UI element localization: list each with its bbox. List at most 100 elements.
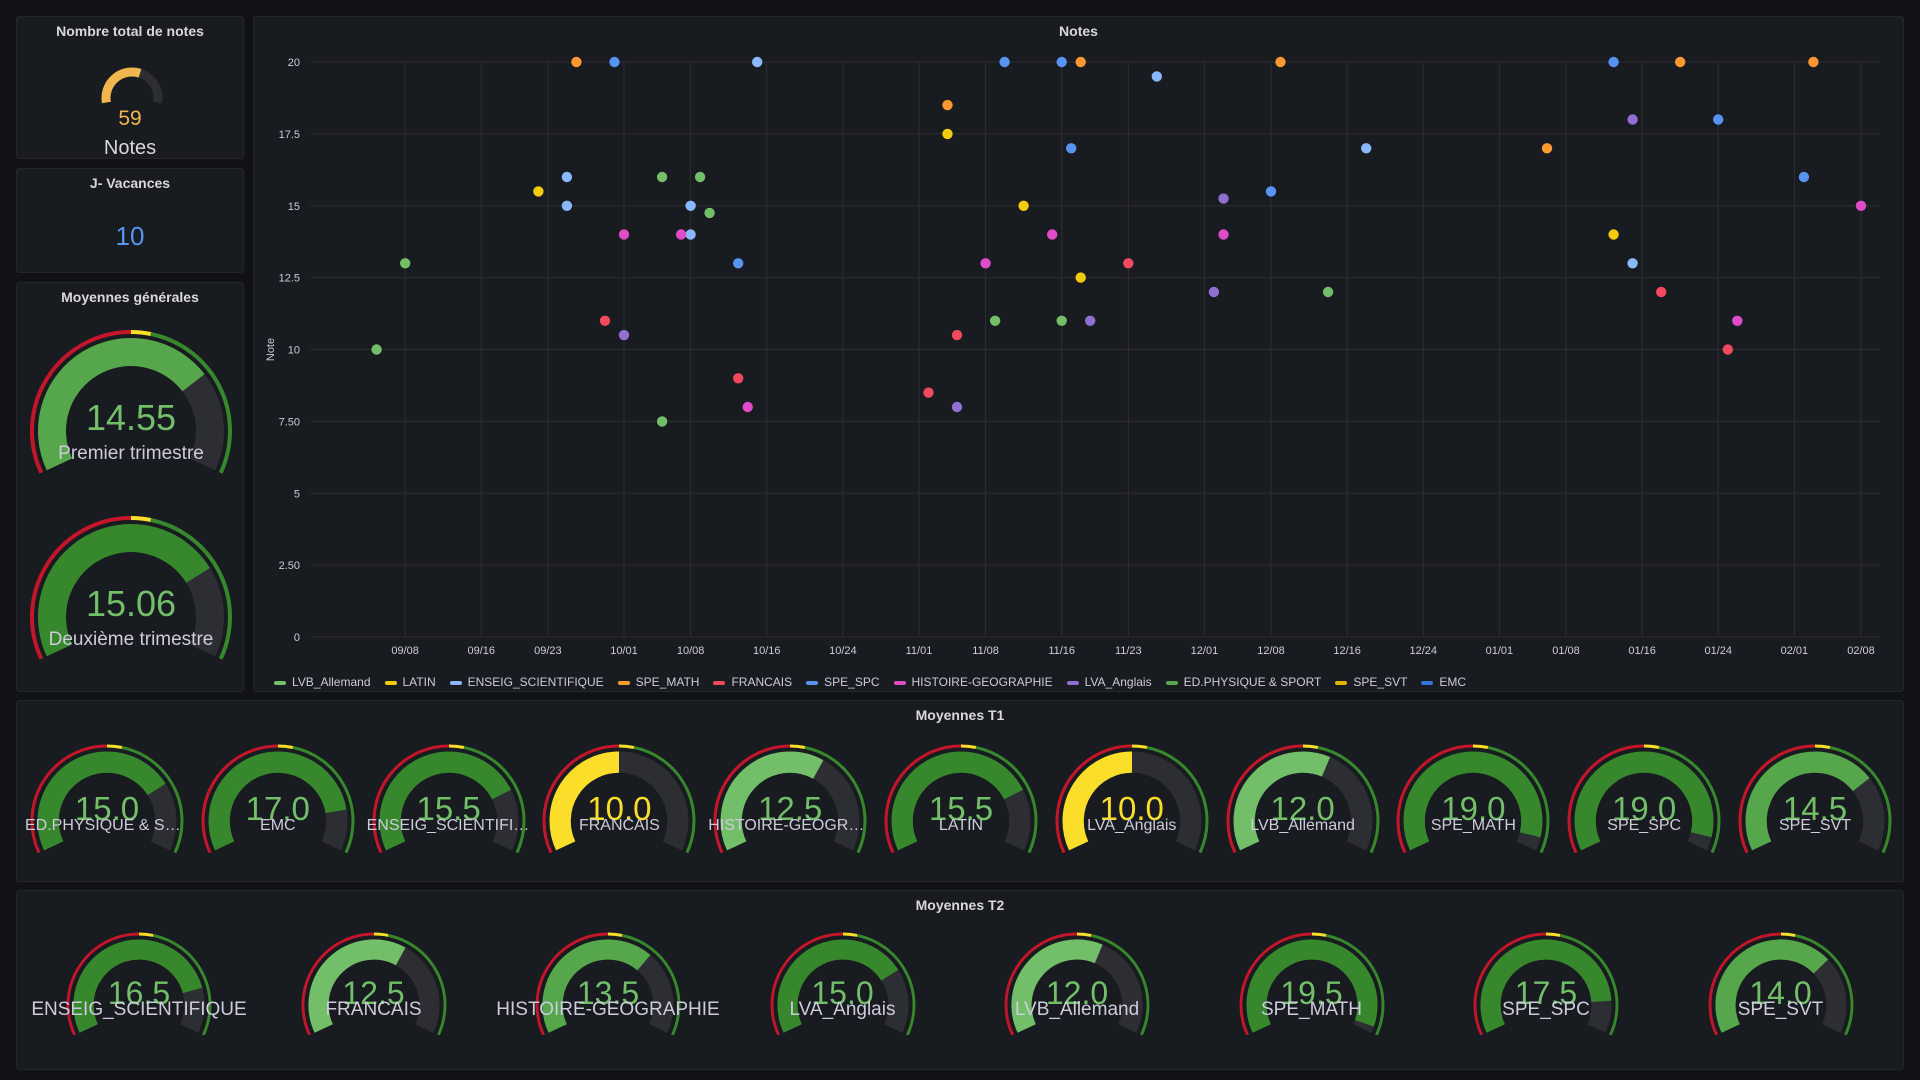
data-point[interactable] (1608, 56, 1619, 68)
t2-gauge-6-arc (1239, 932, 1384, 1036)
legend-item[interactable]: SPE_MATH (617, 675, 699, 689)
data-point[interactable] (1066, 143, 1077, 154)
legend-item[interactable]: SPE_SPC (806, 675, 880, 689)
data-point[interactable] (704, 207, 715, 219)
data-point[interactable] (942, 99, 953, 111)
data-point[interactable] (1018, 200, 1029, 211)
legend-label: EMC (1439, 675, 1467, 689)
data-point[interactable] (1855, 200, 1867, 211)
x-tick-label: 01/24 (1704, 645, 1732, 657)
data-point[interactable] (694, 171, 706, 183)
data-point[interactable] (571, 56, 582, 68)
data-point[interactable] (1732, 315, 1743, 326)
data-point[interactable] (400, 258, 411, 269)
data-point[interactable] (999, 56, 1010, 68)
data-point[interactable] (1798, 171, 1810, 183)
data-point[interactable] (685, 200, 696, 211)
data-point[interactable] (656, 416, 668, 427)
data-point[interactable] (1808, 56, 1819, 68)
x-tick-label: 09/23 (534, 645, 562, 657)
data-point[interactable] (1656, 286, 1667, 298)
data-point[interactable] (599, 315, 611, 326)
data-point[interactable] (1361, 143, 1372, 154)
notes-scatter-chart[interactable]: 0 2.50 5 7.50 10 12.5 15 17.5 20 09/08 09/16 09/23 1… (254, 17, 1905, 693)
data-point[interactable] (656, 171, 668, 183)
general-gauge-2-value: 15.06 (85, 582, 177, 624)
legend-item[interactable]: LATIN (384, 675, 436, 689)
data-point[interactable] (1627, 114, 1638, 125)
legend-item[interactable]: ED.PHYSIQUE & SPORT (1165, 675, 1321, 689)
data-point[interactable] (1627, 258, 1638, 269)
data-point[interactable] (942, 128, 953, 140)
data-point[interactable] (752, 56, 763, 68)
data-point[interactable] (1075, 272, 1086, 283)
legend-label: SPE_SVT (1353, 675, 1408, 689)
t1-gauge-5-arc (713, 744, 867, 854)
moyennes-generales-title: Moyennes générales (61, 289, 199, 305)
general-gauge-1-label: Premier trimestre (58, 443, 204, 464)
y-tick-label: 17.5 (279, 129, 300, 141)
data-point[interactable] (1713, 114, 1724, 125)
legend-item[interactable]: SPE_SVT (1335, 675, 1407, 689)
data-point[interactable] (1056, 56, 1067, 68)
data-point[interactable] (1056, 315, 1067, 326)
data-point[interactable] (742, 401, 753, 413)
t1-gauge-11-arc (1738, 744, 1892, 854)
data-point[interactable] (923, 387, 934, 398)
legend-item[interactable]: LVA_Anglais (1066, 675, 1152, 689)
legend-swatch (893, 680, 906, 685)
t2-gauge-4-value: 15.0 (811, 974, 874, 1011)
data-point[interactable] (1322, 286, 1334, 298)
data-point[interactable] (980, 258, 991, 269)
data-point[interactable] (733, 258, 744, 269)
t2-gauge-1-arc (66, 932, 212, 1036)
data-point[interactable] (1123, 258, 1134, 269)
x-tick-label: 11/08 (972, 645, 999, 657)
data-point[interactable] (561, 171, 573, 183)
data-point[interactable] (685, 229, 696, 240)
data-point[interactable] (1722, 344, 1734, 355)
t2-gauge-6-value: 19.5 (1280, 974, 1343, 1011)
data-point[interactable] (675, 229, 687, 240)
data-point[interactable] (1208, 286, 1220, 298)
y-tick-label: 15 (288, 201, 300, 213)
t1-gauge-6-label: LATIN (938, 817, 984, 834)
data-point[interactable] (618, 229, 630, 240)
data-point[interactable] (1218, 193, 1229, 204)
t1-gauge-3-value: 15.5 (416, 789, 481, 827)
data-point[interactable] (1075, 56, 1086, 68)
x-tick-label: 10/16 (753, 645, 781, 657)
legend-item[interactable]: EMC (1421, 675, 1466, 689)
data-point[interactable] (371, 344, 382, 355)
data-point[interactable] (1218, 229, 1229, 240)
y-tick-label: 10 (288, 345, 300, 357)
legend-item[interactable]: HISTOIRE-GEOGRAPHIE (893, 675, 1053, 689)
data-point[interactable] (951, 329, 963, 341)
data-point[interactable] (533, 186, 544, 197)
legend-label: ENSEIG_SCIENTIFIQUE (467, 675, 604, 689)
data-point[interactable] (1675, 56, 1686, 68)
data-point[interactable] (733, 373, 744, 384)
data-point[interactable] (561, 200, 573, 211)
y-tick-label: 12.5 (279, 273, 300, 285)
data-point[interactable] (1085, 315, 1096, 326)
data-point[interactable] (1151, 71, 1162, 82)
data-point[interactable] (1275, 56, 1286, 68)
x-tick-label: 10/08 (677, 645, 705, 657)
x-tick-label: 12/01 (1191, 645, 1219, 657)
data-point[interactable] (1541, 143, 1553, 154)
t2-gauge-1-value: 16.5 (107, 974, 171, 1011)
data-point[interactable] (618, 329, 630, 341)
data-point[interactable] (609, 56, 620, 68)
t2-gauge-2-label: FRANCAIS (325, 999, 422, 1020)
data-point[interactable] (1265, 186, 1277, 197)
t1-gauge-4-arc (542, 744, 696, 854)
data-point[interactable] (989, 315, 1001, 326)
data-point[interactable] (951, 401, 963, 413)
legend-item[interactable]: ENSEIG_SCIENTIFIQUE (449, 675, 604, 689)
data-point[interactable] (1047, 229, 1058, 240)
legend-item[interactable]: LVB_Allemand (274, 675, 371, 689)
t1-gauge-10-label: SPE_SPC (1607, 817, 1682, 834)
legend-item[interactable]: FRANCAIS (713, 675, 792, 689)
data-point[interactable] (1608, 229, 1619, 240)
